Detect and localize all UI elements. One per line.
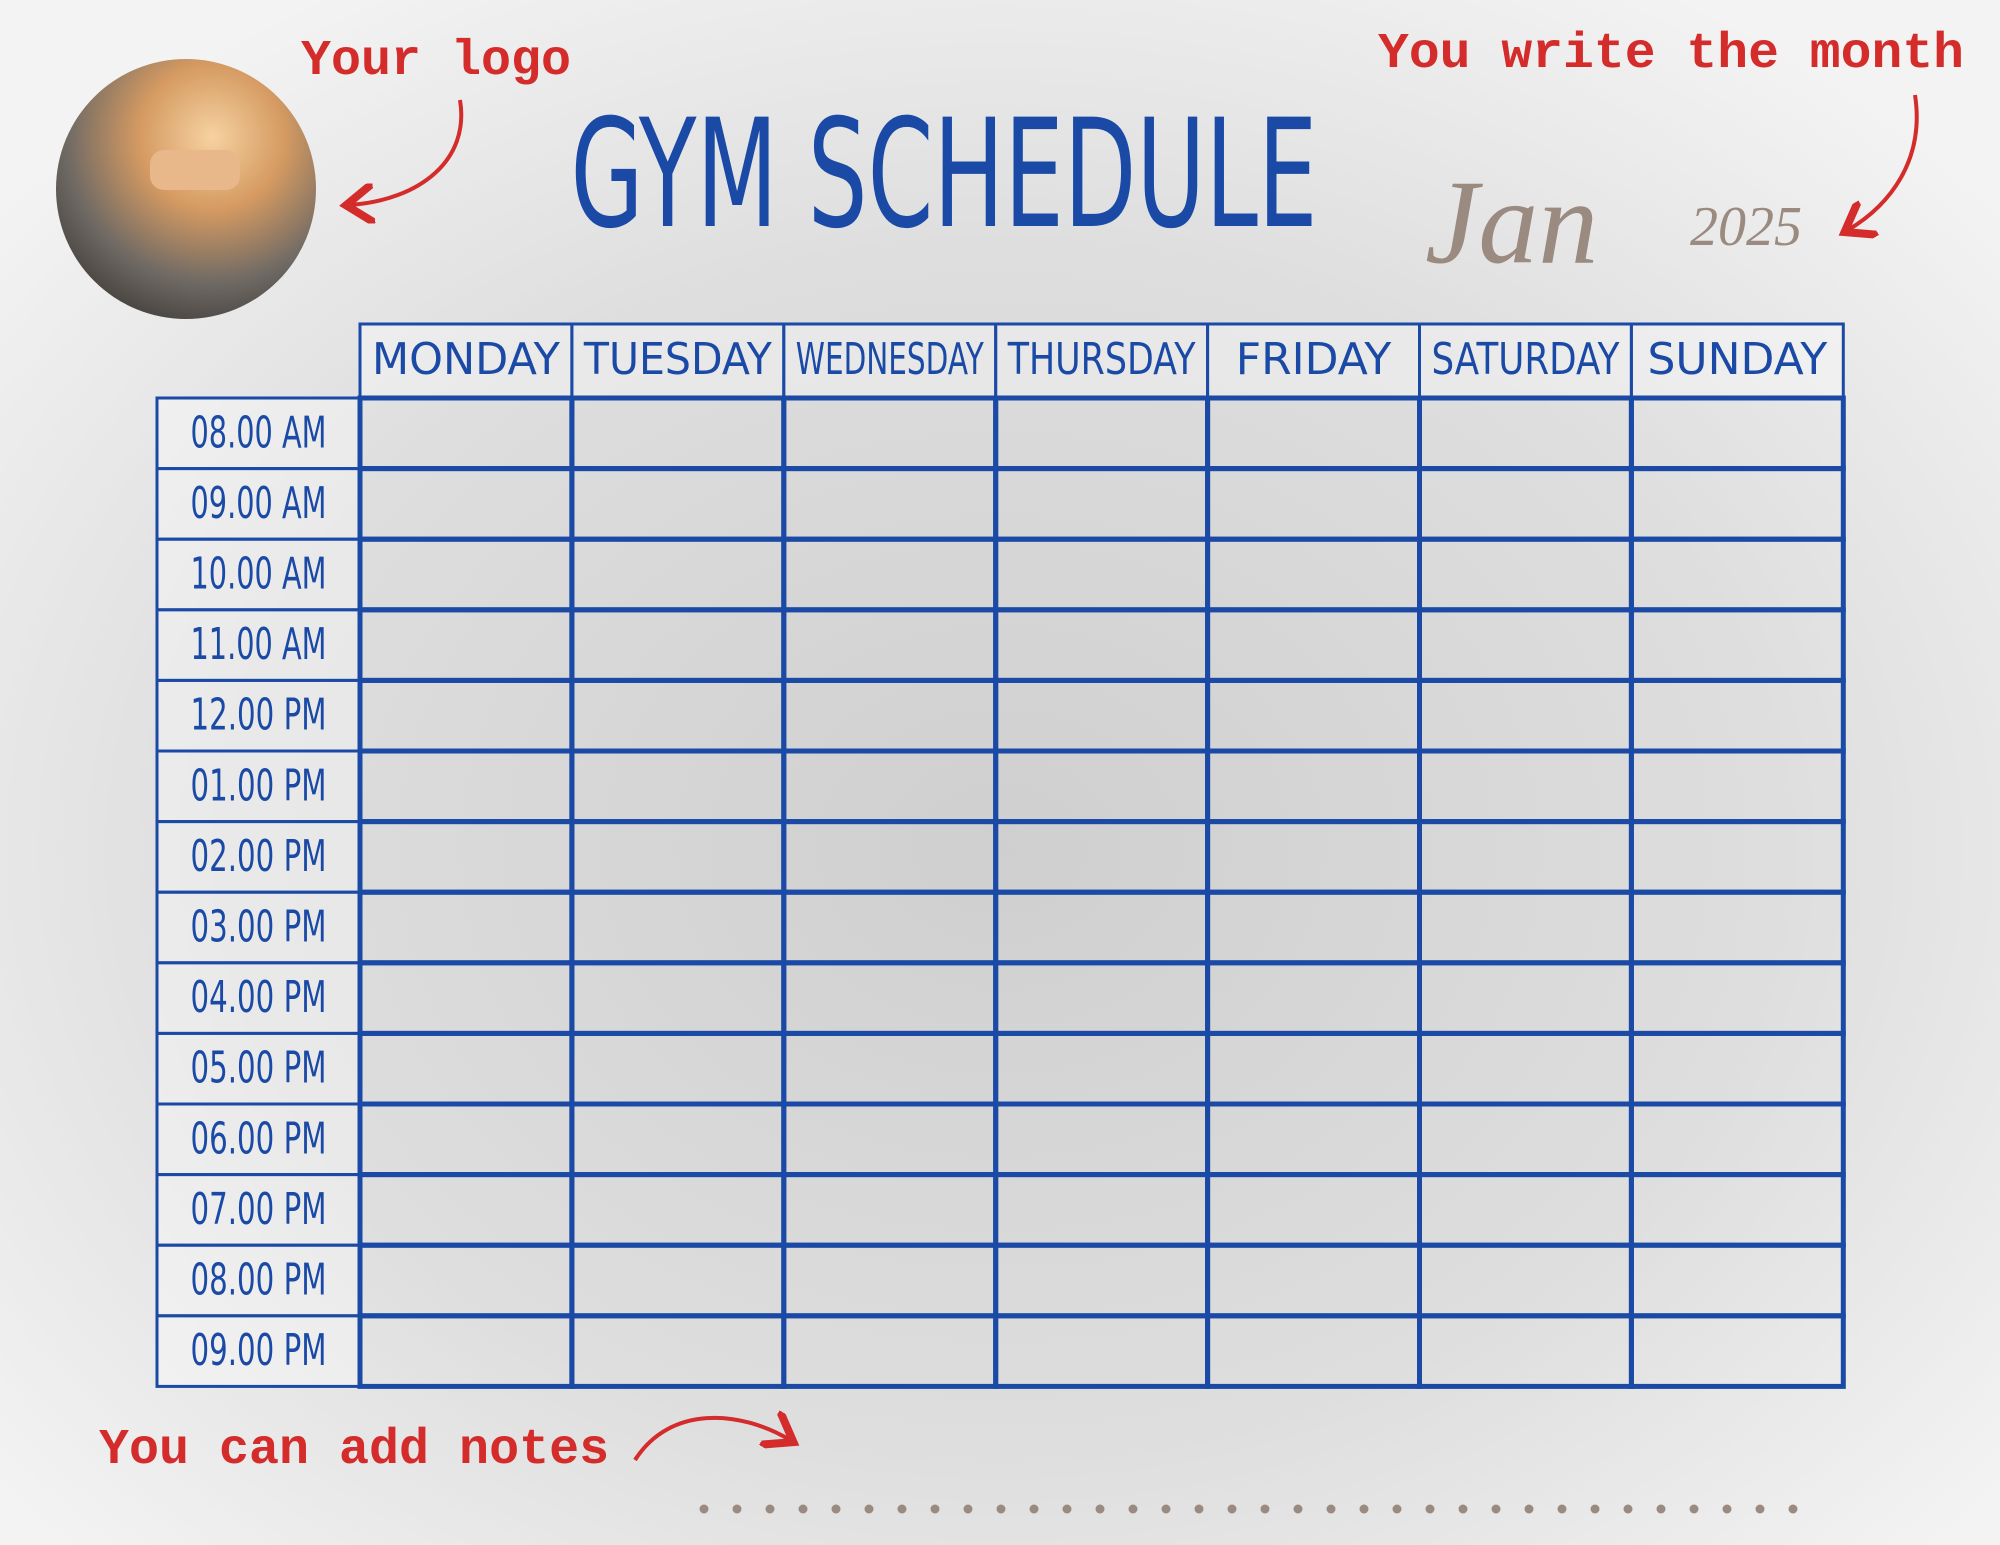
month-arrow <box>1848 94 1919 230</box>
dot <box>1458 1504 1468 1514</box>
day-label: SATURDAY <box>1432 334 1620 385</box>
dot <box>1359 1504 1369 1514</box>
logo-note: Your logo <box>301 33 571 90</box>
dot <box>1557 1504 1567 1514</box>
day-label: THURSDAY <box>1007 334 1196 385</box>
time-cell <box>155 1243 362 1318</box>
dot <box>1755 1504 1765 1514</box>
dot <box>1656 1504 1666 1514</box>
dot <box>1425 1504 1435 1514</box>
title: GYM SCHEDULE <box>571 88 1318 262</box>
day-header-cell <box>1629 322 1845 400</box>
time-label: 12.00 PM <box>191 690 327 741</box>
day-header-cell <box>782 322 998 400</box>
dot <box>1689 1504 1699 1514</box>
day-header-cell <box>1206 322 1421 400</box>
dot <box>1326 1504 1336 1514</box>
dot <box>963 1504 973 1514</box>
dot <box>1524 1504 1534 1514</box>
dot <box>1227 1504 1237 1514</box>
day-header-cell <box>570 322 786 400</box>
dot <box>864 1504 874 1514</box>
dot <box>831 1504 841 1514</box>
dot <box>1722 1504 1732 1514</box>
day-label: TUESDAY <box>583 334 772 385</box>
time-label: 07.00 PM <box>191 1184 327 1235</box>
dot <box>699 1504 709 1514</box>
dot <box>798 1504 808 1514</box>
logo-hand <box>150 150 240 190</box>
dot <box>930 1504 940 1514</box>
dot <box>1095 1504 1105 1514</box>
time-label: 09.00 AM <box>191 478 327 529</box>
dot <box>1392 1504 1402 1514</box>
schedule-cell <box>1628 1313 1846 1389</box>
dot <box>1161 1504 1171 1514</box>
month: Jan <box>1425 156 1598 289</box>
dot <box>1788 1504 1798 1514</box>
schedule-table: MONDAY TUESDAY WEDNESDAY THURSDAY FRIDAY SATU… <box>155 322 1846 1389</box>
time-label: 08.00 PM <box>191 1255 327 1306</box>
time-cell <box>155 467 362 541</box>
day-label: FRIDAY <box>1236 334 1392 385</box>
day-header-cell <box>994 322 1210 400</box>
dot <box>1491 1504 1501 1514</box>
year: 2025 <box>1690 196 1802 258</box>
month-note: You write the month <box>1378 26 1964 83</box>
dot <box>897 1504 907 1514</box>
time-label: 03.00 PM <box>191 902 327 953</box>
dot <box>1590 1504 1600 1514</box>
logo-arrow <box>350 99 464 205</box>
time-label: 08.00 AM <box>191 407 327 458</box>
day-label: WEDNESDAY <box>796 334 984 385</box>
dot <box>1293 1504 1303 1514</box>
dot <box>1623 1504 1633 1514</box>
time-label: 01.00 PM <box>191 760 327 811</box>
time-cell <box>155 1173 362 1247</box>
notes-arrow <box>633 1418 790 1462</box>
time-label: 06.00 PM <box>191 1113 327 1164</box>
dot <box>1062 1504 1072 1514</box>
dot <box>1128 1504 1138 1514</box>
dot <box>732 1504 742 1514</box>
day-header-cell <box>358 322 574 400</box>
dot <box>1260 1504 1270 1514</box>
time-label: 04.00 PM <box>191 972 327 1023</box>
day-label: MONDAY <box>372 334 560 385</box>
time-cell <box>155 820 362 894</box>
time-label: 02.00 PM <box>191 831 327 882</box>
day-label: SUNDAY <box>1647 334 1827 385</box>
notes-note: You can add notes <box>99 1422 609 1479</box>
dot <box>1194 1504 1204 1514</box>
time-label: 11.00 AM <box>191 619 327 670</box>
time-cell <box>155 1102 362 1177</box>
dot <box>996 1504 1006 1514</box>
dot <box>1029 1504 1039 1514</box>
time-label: 09.00 PM <box>191 1325 327 1376</box>
dot <box>765 1504 775 1514</box>
time-label: 05.00 PM <box>191 1043 327 1094</box>
time-label: 10.00 AM <box>191 549 327 600</box>
notes-dots <box>699 1504 1798 1514</box>
